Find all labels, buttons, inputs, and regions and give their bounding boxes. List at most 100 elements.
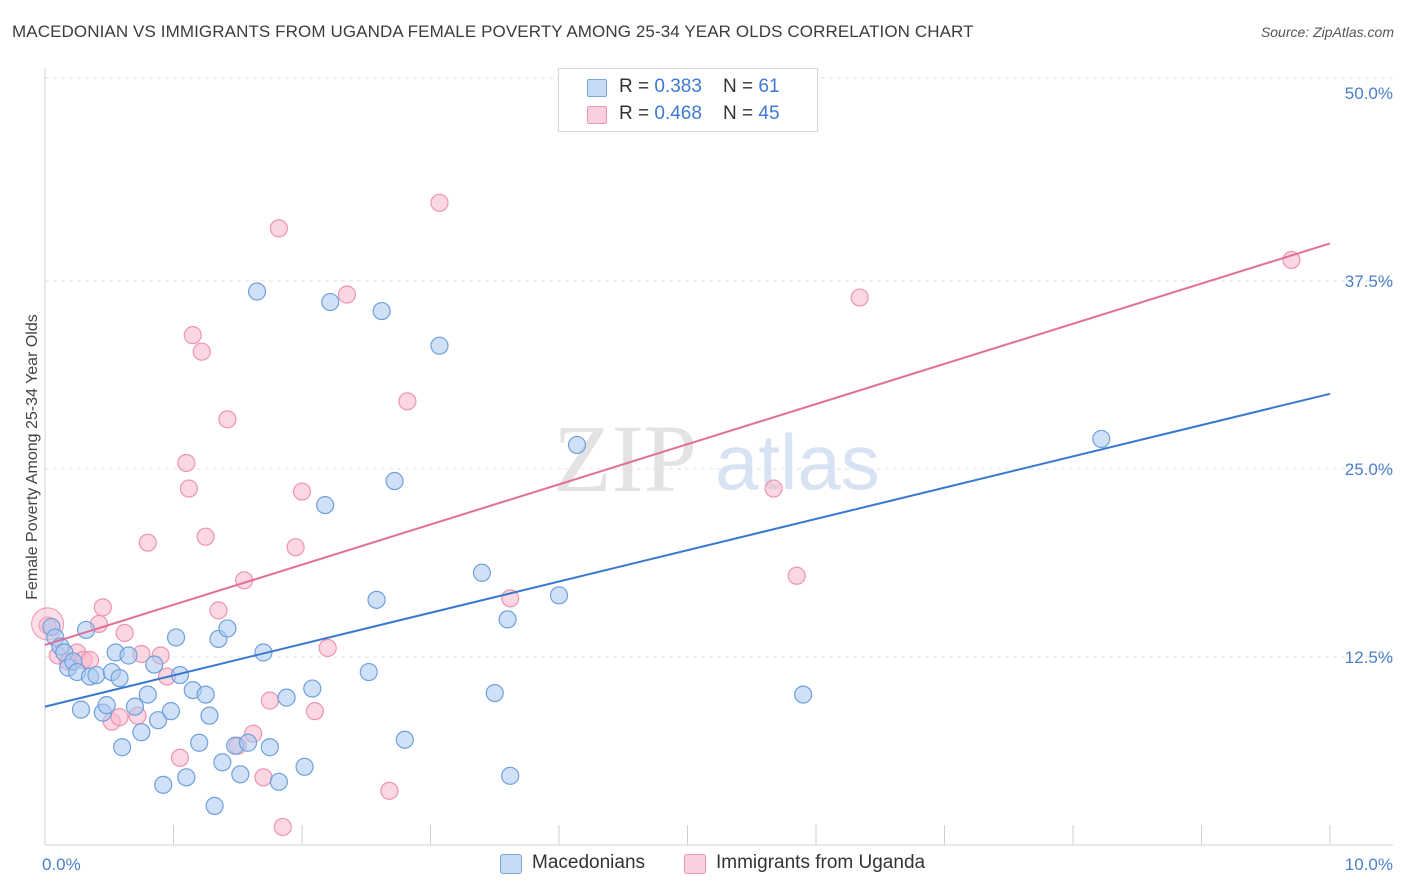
point-uganda — [192, 342, 211, 361]
point-uganda — [318, 638, 337, 658]
legend-swatch-uganda — [587, 106, 607, 124]
point-uganda — [337, 285, 357, 304]
legend-r-label: R = — [619, 76, 655, 97]
bottom-legend-label-uganda: Immigrants from Uganda — [716, 852, 926, 873]
point-macedonians — [196, 685, 215, 704]
point-uganda — [430, 193, 449, 212]
point-macedonians — [260, 738, 279, 757]
point-macedonians — [87, 665, 106, 685]
bottom-legend-swatch-macedonians — [500, 854, 522, 874]
legend-n-label: N = — [723, 103, 759, 124]
legend-stats-uganda: R = 0.468 N = 45 — [619, 103, 780, 125]
y-axis-label: Female Poverty Among 25-34 Year Olds — [24, 314, 41, 600]
trend-line-macedonians — [44, 392, 1331, 708]
axis-labels: Female Poverty Among 25-34 Year Olds 0.0… — [24, 84, 1393, 874]
point-macedonians — [247, 282, 267, 301]
point-macedonians — [1092, 429, 1111, 449]
point-macedonians — [132, 723, 151, 742]
point-uganda — [1282, 250, 1301, 270]
point-macedonians — [269, 772, 288, 791]
point-macedonians — [97, 696, 116, 715]
point-uganda — [286, 538, 305, 557]
point-macedonians — [316, 495, 335, 515]
point-uganda — [80, 650, 100, 670]
y-tick-label: 37.5% — [1345, 272, 1393, 291]
legend-n-value: 61 — [758, 76, 780, 97]
point-uganda — [380, 781, 399, 800]
point-uganda — [110, 708, 129, 727]
point-macedonians — [321, 292, 340, 312]
point-macedonians — [200, 706, 219, 725]
legend-n-label: N = — [723, 76, 759, 97]
point-macedonians — [190, 733, 209, 752]
point-macedonians — [295, 757, 314, 776]
y-tick-label: 50.0% — [1345, 84, 1393, 103]
point-macedonians — [367, 590, 386, 609]
x-tick-left: 0.0% — [42, 855, 81, 874]
point-macedonians — [154, 775, 173, 794]
trend-lines — [44, 242, 1331, 708]
point-macedonians — [177, 768, 196, 787]
point-macedonians — [125, 697, 145, 716]
point-macedonians — [161, 702, 181, 721]
point-uganda — [305, 702, 324, 721]
point-macedonians — [395, 730, 414, 749]
gridlines — [45, 77, 1393, 658]
point-macedonians — [303, 679, 322, 698]
watermark-zip: ZIP — [553, 405, 697, 512]
trend-line-uganda — [44, 242, 1331, 646]
chart-title: MACEDONIAN VS IMMIGRANTS FROM UGANDA FEM… — [12, 22, 974, 41]
point-macedonians — [277, 688, 296, 707]
x-tick-right: 10.0% — [1345, 855, 1393, 874]
point-macedonians — [472, 563, 491, 582]
legend-r-value: 0.468 — [654, 103, 702, 124]
point-macedonians — [794, 685, 813, 704]
legend-r-value: 0.383 — [654, 76, 702, 97]
point-macedonians — [501, 766, 520, 785]
point-uganda — [209, 601, 228, 620]
point-macedonians — [166, 628, 186, 647]
point-uganda — [93, 598, 112, 617]
legend-swatch-macedonians — [587, 79, 607, 97]
point-macedonians — [112, 738, 132, 757]
source-label: Source: ZipAtlas.com — [1260, 24, 1394, 40]
point-uganda — [115, 623, 134, 643]
point-macedonians — [213, 753, 232, 772]
point-uganda — [254, 768, 273, 787]
point-uganda — [273, 817, 292, 837]
bottom-legend-swatch-uganda — [684, 854, 706, 874]
point-uganda — [398, 392, 417, 411]
series-macedonians — [42, 282, 1111, 815]
watermark: ZIP atlas — [553, 405, 880, 512]
point-uganda — [177, 453, 196, 473]
point-uganda — [269, 219, 288, 238]
bottom-legend: Macedonians Immigrants from Uganda — [0, 852, 1406, 876]
point-macedonians — [231, 765, 250, 784]
point-macedonians — [385, 471, 404, 491]
point-macedonians — [119, 646, 138, 665]
point-macedonians — [485, 683, 504, 703]
watermark-atlas: atlas — [715, 418, 880, 506]
point-uganda — [138, 533, 157, 552]
point-macedonians — [110, 668, 129, 688]
point-uganda — [764, 479, 783, 498]
point-uganda — [218, 410, 237, 429]
point-macedonians — [359, 662, 378, 682]
legend-r-label: R = — [619, 103, 655, 124]
y-tick-label: 25.0% — [1345, 460, 1393, 479]
point-macedonians — [148, 711, 168, 730]
legend-n-value: 45 — [758, 103, 780, 124]
legend-stats-macedonians: R = 0.383 N = 61 — [619, 76, 780, 98]
point-macedonians — [549, 586, 569, 605]
axes — [44, 68, 1393, 846]
point-uganda — [850, 288, 869, 307]
point-macedonians — [218, 619, 237, 638]
point-uganda — [170, 748, 190, 767]
point-macedonians — [205, 796, 224, 815]
point-macedonians — [145, 655, 164, 674]
point-uganda — [787, 566, 806, 585]
y-tick-label: 12.5% — [1345, 648, 1393, 667]
point-uganda — [183, 326, 202, 345]
point-uganda — [260, 691, 279, 710]
